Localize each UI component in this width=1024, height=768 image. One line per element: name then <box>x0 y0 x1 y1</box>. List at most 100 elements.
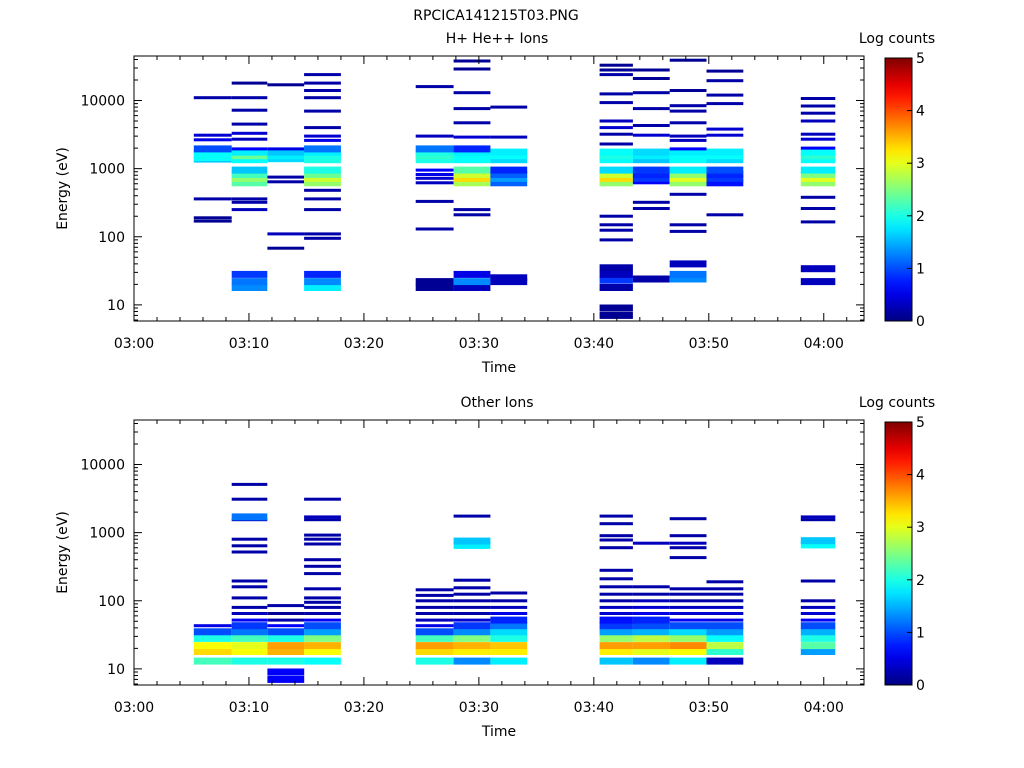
x-tick-label: 03:50 <box>689 336 729 352</box>
data-cell <box>599 592 633 596</box>
data-cell <box>193 138 232 142</box>
data-cell <box>800 171 836 178</box>
data-cell <box>453 634 491 642</box>
data-cell <box>453 278 491 286</box>
data-cell <box>490 648 528 655</box>
data-cell <box>231 579 268 583</box>
data-cell <box>267 624 305 628</box>
data-cell <box>490 599 528 603</box>
data-cell <box>231 152 268 160</box>
data-cell <box>304 612 341 615</box>
data-cell <box>599 612 633 615</box>
x-tick-label: 03:00 <box>114 336 154 352</box>
data-cell <box>453 592 491 596</box>
data-cell <box>415 605 454 609</box>
data-cell <box>706 648 744 655</box>
data-cell <box>453 642 491 650</box>
data-cell <box>193 634 232 642</box>
data-cell <box>800 642 836 650</box>
data-cell <box>632 166 670 174</box>
data-cell <box>706 634 744 642</box>
data-cell <box>304 642 341 650</box>
chart-title: Other Ions <box>460 395 533 411</box>
data-cell <box>800 618 836 622</box>
data-cell <box>304 497 341 501</box>
colorbar-label: Log counts <box>859 31 935 47</box>
data-cell <box>632 605 670 609</box>
data-cell <box>669 89 707 92</box>
data-cell <box>490 135 528 139</box>
data-cell <box>800 119 836 123</box>
data-cell <box>304 197 341 201</box>
data-cell <box>453 578 491 582</box>
data-cell <box>453 179 491 187</box>
data-cell <box>599 148 633 156</box>
data-cell <box>490 179 528 187</box>
data-cell <box>800 537 836 545</box>
colorbar: 0 1 2 3 4 5 Log counts <box>859 395 935 694</box>
data-cell <box>415 628 454 636</box>
colorbar-label: Log counts <box>859 395 935 411</box>
data-cell <box>231 605 268 609</box>
plot-frame <box>133 419 865 686</box>
x-tick-label: 03:30 <box>459 700 499 716</box>
data-cell <box>231 156 268 164</box>
data-cell <box>453 618 491 622</box>
data-cell <box>632 200 670 204</box>
data-cell <box>669 147 707 151</box>
data-cell <box>669 599 707 603</box>
data-cell <box>706 174 744 182</box>
data-cell <box>304 284 341 291</box>
data-cell <box>415 599 454 603</box>
data-cell <box>453 121 491 125</box>
data-cell <box>453 213 491 217</box>
data-cell <box>304 89 341 92</box>
data-cell <box>599 228 633 232</box>
data-cell <box>231 96 268 100</box>
y-axis-label: Energy (eV) <box>55 511 71 594</box>
data-cell <box>599 599 633 603</box>
data-cell <box>669 192 707 196</box>
data-cell <box>632 612 670 615</box>
data-cell <box>453 648 491 655</box>
data-cell <box>193 657 232 665</box>
data-cell <box>304 126 341 130</box>
data-cell <box>632 77 670 80</box>
data-cell <box>800 278 836 286</box>
colorbar-tick-label: 2 <box>916 573 925 589</box>
data-cell <box>453 514 491 518</box>
data-cell <box>632 592 670 596</box>
data-cell <box>706 628 744 636</box>
colorbar-tick-label: 0 <box>916 678 925 694</box>
data-cell <box>599 152 633 160</box>
data-cell <box>669 622 707 630</box>
data-cell <box>490 166 528 174</box>
data-cell <box>632 133 670 137</box>
data-cell <box>304 515 341 519</box>
data-cell <box>800 622 836 630</box>
colorbar-tick-label: 4 <box>916 468 925 484</box>
data-cell <box>415 284 454 291</box>
data-cell <box>193 145 232 153</box>
data-cell <box>490 105 528 109</box>
data-cell <box>304 270 341 278</box>
data-cell <box>669 121 707 125</box>
data-cell <box>453 599 491 603</box>
data-cell <box>267 612 305 615</box>
data-cell <box>800 137 836 141</box>
data-cell <box>267 148 305 156</box>
data-cell <box>304 171 341 178</box>
data-cell <box>193 219 232 223</box>
data-cell <box>453 156 491 164</box>
data-cell <box>599 119 633 123</box>
data-cell <box>490 657 528 665</box>
data-cell <box>599 577 633 581</box>
data-cell <box>599 657 633 665</box>
data-cell <box>231 148 268 156</box>
data-cells <box>193 58 836 319</box>
data-cell <box>706 148 744 156</box>
data-cell <box>706 166 744 174</box>
data-cell <box>800 152 836 160</box>
data-cell <box>231 147 268 151</box>
colorbar-tick-label: 1 <box>916 625 925 641</box>
